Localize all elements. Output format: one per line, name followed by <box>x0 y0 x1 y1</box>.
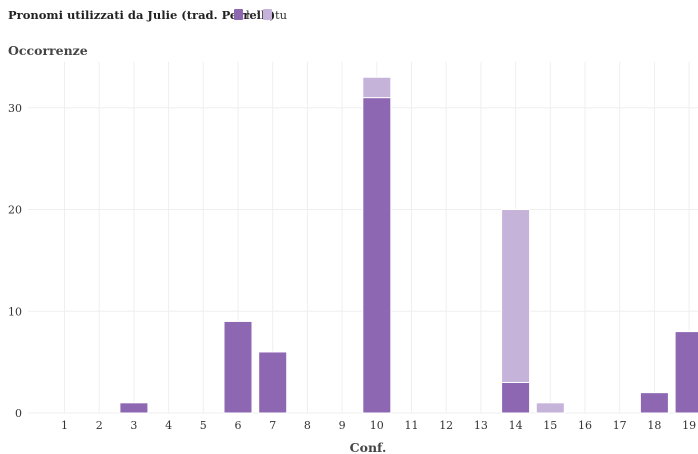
legend-swatch-tu[interactable] <box>263 9 272 20</box>
x-tick-label: 1 <box>61 419 68 432</box>
x-tick-label: 17 <box>613 419 627 432</box>
bar-lei-conf-7[interactable] <box>258 351 288 414</box>
bar-lei-conf-10[interactable] <box>362 97 392 414</box>
bar-lei-conf-6[interactable] <box>223 320 253 414</box>
x-tick-label: 3 <box>130 419 137 432</box>
bar-lei-conf-19[interactable] <box>674 331 698 414</box>
chart-title: Pronomi utilizzati da Julie (trad. Perre… <box>8 8 275 22</box>
bar-tu-conf-10[interactable] <box>362 76 392 99</box>
x-tick-label: 13 <box>474 419 488 432</box>
x-tick-label: 14 <box>509 419 523 432</box>
x-tick-label: 15 <box>543 419 557 432</box>
y-axis-ticks: 0 10 20 30 <box>8 102 22 420</box>
bar-lei-conf-14[interactable] <box>501 381 531 414</box>
x-tick-label: 19 <box>682 419 696 432</box>
legend: Pronomi utilizzati da Julie (trad. Perre… <box>8 8 287 22</box>
x-tick-label: 9 <box>339 419 346 432</box>
y-tick-label: 10 <box>8 305 22 318</box>
bar-tu-conf-14[interactable] <box>501 209 531 383</box>
x-axis-title: Conf. <box>350 440 387 454</box>
x-tick-label: 8 <box>304 419 311 432</box>
bars <box>119 76 698 414</box>
x-tick-label: 12 <box>439 419 453 432</box>
x-tick-label: 10 <box>370 419 384 432</box>
x-tick-label: 4 <box>165 419 172 432</box>
legend-label-tu[interactable]: tu <box>275 8 287 22</box>
legend-label-lei[interactable]: lei <box>246 8 260 22</box>
y-tick-label: 30 <box>8 102 22 115</box>
y-tick-label: 20 <box>8 204 22 217</box>
legend-swatch-lei[interactable] <box>234 9 243 20</box>
x-tick-label: 6 <box>235 419 242 432</box>
y-tick-label: 0 <box>15 407 22 420</box>
x-tick-label: 7 <box>269 419 276 432</box>
bar-lei-conf-18[interactable] <box>639 392 669 414</box>
x-tick-label: 18 <box>647 419 661 432</box>
x-tick-label: 2 <box>96 419 103 432</box>
bar-lei-conf-3[interactable] <box>119 402 149 414</box>
y-axis-title: Occorrenze <box>8 43 88 58</box>
x-axis-ticks: 1 2 3 4 5 6 7 8 9 10 11 12 13 14 15 16 17 18 19 <box>61 419 696 432</box>
x-tick-label: 5 <box>200 419 207 432</box>
x-tick-label: 11 <box>405 419 419 432</box>
bar-tu-conf-15[interactable] <box>535 402 565 414</box>
x-tick-label: 16 <box>578 419 592 432</box>
